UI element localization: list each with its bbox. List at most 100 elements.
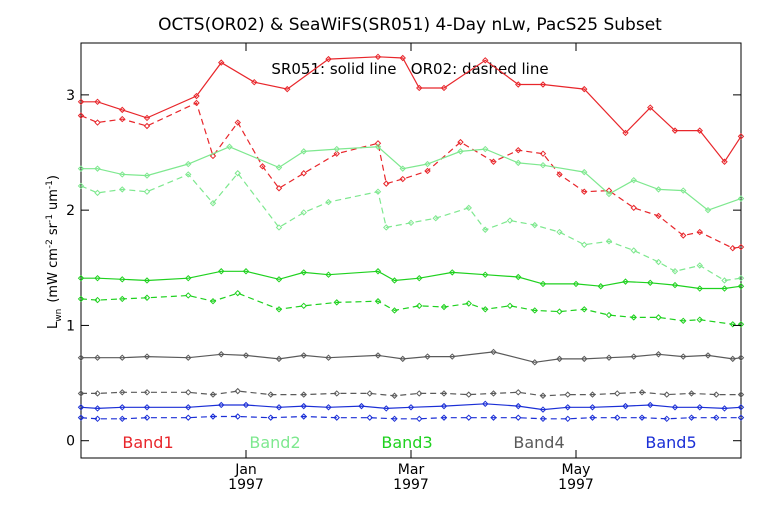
legend-item-band2: Band2	[249, 433, 300, 452]
y-axis-label-um: um	[46, 189, 61, 210]
data-point	[300, 402, 307, 410]
data-point	[671, 127, 679, 134]
data-point	[218, 351, 225, 358]
data-point	[696, 262, 703, 269]
data-point	[490, 414, 497, 421]
y-axis-label-close: )	[46, 175, 61, 180]
data-point	[391, 307, 398, 314]
data-point	[325, 198, 332, 206]
data-point	[143, 188, 151, 195]
data-point	[300, 302, 307, 310]
series-line	[80, 102, 742, 249]
svg-text:Lwn(mW cm-2sr-1um-1): Lwn(mW cm-2sr-1um-1)	[45, 175, 64, 329]
data-point	[94, 415, 101, 423]
data-point	[605, 238, 613, 245]
data-point	[564, 404, 571, 411]
data-point	[94, 98, 101, 105]
data-point	[391, 277, 398, 284]
data-point	[696, 228, 703, 236]
data-point	[234, 387, 241, 395]
data-point	[663, 391, 670, 398]
series-line	[80, 403, 742, 411]
data-point	[333, 414, 340, 421]
data-point	[581, 306, 588, 313]
data-point	[267, 414, 274, 421]
data-point	[721, 158, 728, 165]
data-point	[440, 303, 448, 311]
data-point	[416, 302, 423, 310]
data-point	[119, 171, 126, 178]
data-point	[647, 401, 654, 409]
data-point	[333, 299, 340, 306]
data-point	[589, 391, 596, 398]
data-point	[581, 168, 588, 176]
data-point	[696, 285, 703, 292]
data-point	[275, 224, 283, 231]
data-point	[218, 59, 225, 66]
series-band4-sr051	[77, 348, 745, 366]
x-tick-label-year: 1997	[228, 477, 264, 493]
data-point	[482, 145, 489, 153]
data-point	[638, 414, 646, 421]
data-point	[490, 390, 497, 397]
series-line	[80, 292, 741, 325]
series-band3-or02	[77, 289, 745, 328]
data-point	[713, 414, 720, 421]
data-point	[143, 122, 151, 130]
data-point	[655, 258, 662, 266]
data-point	[539, 415, 547, 423]
data-point	[77, 390, 85, 397]
data-point	[556, 228, 563, 236]
data-point	[721, 405, 728, 412]
data-point	[391, 415, 398, 423]
data-point	[465, 300, 472, 307]
data-point	[737, 391, 745, 398]
data-point	[622, 402, 629, 410]
series-line	[81, 270, 742, 290]
data-point	[482, 226, 489, 233]
data-point	[440, 84, 448, 92]
data-point	[209, 413, 217, 420]
y-axis-label-sr: sr	[46, 222, 61, 235]
data-point	[696, 127, 703, 134]
data-point	[581, 241, 588, 248]
data-point	[226, 143, 233, 150]
data-point	[94, 189, 101, 197]
data-point	[680, 232, 687, 239]
data-point	[655, 314, 662, 321]
y-tick-label: 0	[66, 434, 75, 450]
data-point	[399, 355, 406, 363]
data-point	[539, 81, 547, 88]
y-axis-label-units: (mW cm	[46, 248, 61, 303]
data-point	[94, 165, 101, 172]
data-point	[622, 129, 629, 137]
data-point	[655, 212, 662, 220]
data-point	[647, 279, 654, 286]
data-point	[325, 404, 332, 411]
data-point	[688, 414, 695, 421]
data-point	[440, 390, 448, 397]
data-point	[383, 405, 390, 412]
legend-item-band5: Band5	[645, 433, 696, 452]
data-point	[515, 414, 522, 421]
data-point	[185, 404, 192, 411]
data-point	[416, 415, 423, 423]
line-style-annotation: SR051: solid line OR02: dashed line	[271, 60, 548, 78]
series-band1-sr051	[77, 53, 745, 165]
data-point	[531, 221, 538, 229]
data-point	[614, 390, 621, 397]
data-point	[440, 414, 448, 421]
data-point	[333, 145, 340, 153]
data-point	[119, 106, 126, 114]
data-point	[209, 200, 217, 207]
data-point	[729, 321, 736, 328]
data-point	[465, 414, 472, 421]
data-point	[119, 354, 126, 361]
data-point	[374, 268, 382, 275]
data-point	[449, 269, 456, 276]
data-point	[209, 391, 217, 398]
data-point	[597, 283, 604, 290]
